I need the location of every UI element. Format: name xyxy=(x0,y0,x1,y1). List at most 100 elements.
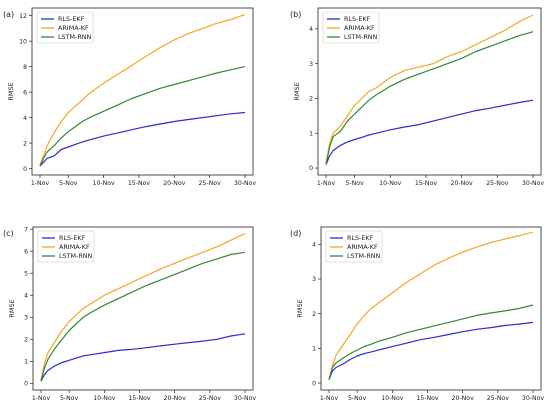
x-tick-label: 15-Nov xyxy=(128,395,151,402)
x-tick-label: 5-Nov xyxy=(348,395,367,402)
series-line-arima-kf xyxy=(328,231,534,380)
y-tick-label: 6 xyxy=(23,89,27,96)
y-tick-label: 3 xyxy=(309,61,313,68)
y-axis-label: RMSE xyxy=(8,299,16,317)
plot-frame xyxy=(320,226,542,391)
x-tick-label: 15-Nov xyxy=(415,180,438,187)
x-tick-label: 20-Nov xyxy=(452,395,475,402)
x-tick-label: 1-Nov xyxy=(32,395,51,402)
legend-box xyxy=(325,230,383,263)
legend-label: RLS-EKF xyxy=(58,15,85,23)
y-tick-label: 2 xyxy=(24,337,28,344)
series-line-rls-ekf xyxy=(40,333,246,382)
x-tick-label: 30-Nov xyxy=(234,395,257,402)
x-tick-label: 1-Nov xyxy=(317,180,336,187)
panel-letter: (b) xyxy=(290,10,301,19)
x-tick-label: 5-Nov xyxy=(345,180,364,187)
y-tick-label: 3 xyxy=(24,315,28,322)
x-tick-label: 1-Nov xyxy=(31,180,50,187)
legend-label: RLS-EKF xyxy=(59,234,86,242)
y-tick-label: 0 xyxy=(24,381,28,388)
x-tick-label: 25-Nov xyxy=(199,395,222,402)
series-line-rls-ekf xyxy=(328,321,534,380)
y-axis-label: RMSE xyxy=(293,82,301,100)
x-tick-label: 1-Nov xyxy=(320,395,339,402)
x-tick-label: 20-Nov xyxy=(164,395,187,402)
y-tick-label: 0 xyxy=(23,166,27,173)
y-tick-label: 0 xyxy=(309,165,313,172)
legend-box xyxy=(37,230,95,263)
x-tick-label: 15-Nov xyxy=(128,180,151,187)
x-tick-label: 30-Nov xyxy=(522,180,545,187)
x-tick-label: 30-Nov xyxy=(522,395,545,402)
legend-label: ARIMA-KF xyxy=(59,243,90,251)
y-tick-label: 4 xyxy=(312,242,316,249)
legend-label: ARIMA-KF xyxy=(344,24,375,32)
series-line-rls-ekf xyxy=(39,111,246,167)
y-tick-label: 1 xyxy=(24,359,28,366)
legend-label: ARIMA-KF xyxy=(347,243,378,251)
chart-panel: (a) 0 2 4 6 8 10 12 1-Nov 5-Nov 10-Nov 15-Nov 20-Nov… xyxy=(3,7,257,187)
series-line-arima-kf xyxy=(39,13,246,166)
y-axis-label: RMSE xyxy=(7,82,15,100)
panel-letter: (c) xyxy=(3,229,14,238)
y-axis-label: RMSE xyxy=(296,299,304,317)
x-tick-label: 25-Nov xyxy=(199,180,222,187)
series-line-rls-ekf xyxy=(325,99,534,165)
y-tick-label: 4 xyxy=(309,26,313,33)
x-tick-label: 20-Nov xyxy=(163,180,186,187)
x-tick-label: 10-Nov xyxy=(93,180,116,187)
x-tick-label: 15-Nov xyxy=(416,395,439,402)
plot-frame xyxy=(31,7,254,176)
y-tick-label: 1 xyxy=(309,130,313,137)
plot-frame xyxy=(32,226,254,391)
x-tick-label: 25-Nov xyxy=(486,180,509,187)
y-tick-label: 4 xyxy=(24,292,28,299)
y-tick-label: 3 xyxy=(312,276,316,283)
y-tick-label: 2 xyxy=(23,140,27,147)
legend-label: RLS-EKF xyxy=(344,15,371,23)
x-tick-label: 20-Nov xyxy=(451,180,474,187)
series-line-lstm-rnn xyxy=(325,31,534,165)
legend-box xyxy=(36,11,94,44)
y-tick-label: 0 xyxy=(312,380,316,387)
series-line-lstm-rnn xyxy=(39,66,246,167)
x-tick-label: 10-Nov xyxy=(379,180,402,187)
x-tick-label: 5-Nov xyxy=(60,395,79,402)
x-tick-label: 25-Nov xyxy=(487,395,510,402)
y-tick-label: 5 xyxy=(24,270,28,277)
y-tick-label: 8 xyxy=(23,64,27,71)
legend-box xyxy=(322,11,380,44)
x-tick-label: 5-Nov xyxy=(59,180,78,187)
x-tick-label: 10-Nov xyxy=(93,395,116,402)
series-line-lstm-rnn xyxy=(40,251,246,382)
x-tick-label: 10-Nov xyxy=(381,395,404,402)
series-line-lstm-rnn xyxy=(328,304,534,380)
y-tick-label: 2 xyxy=(309,96,313,103)
y-tick-label: 12 xyxy=(19,13,27,20)
legend-label: RLS-EKF xyxy=(347,234,374,242)
x-tick-label: 30-Nov xyxy=(234,180,257,187)
y-tick-label: 2 xyxy=(312,311,316,318)
chart-panel: (d) 0 1 2 3 4 1-Nov 5-Nov 10-Nov 15-Nov 20-Nov 25-N… xyxy=(290,226,545,402)
y-tick-label: 4 xyxy=(23,115,27,122)
panel-letter: (a) xyxy=(3,10,14,19)
legend-label: LSTM-RNN xyxy=(59,252,93,260)
series-line-arima-kf xyxy=(40,233,246,381)
y-tick-label: 10 xyxy=(19,38,27,45)
legend-label: LSTM-RNN xyxy=(344,33,378,41)
panel-letter: (d) xyxy=(290,229,301,238)
series-line-arima-kf xyxy=(325,14,534,163)
chart-panel: (c) 0 1 2 3 4 5 6 7 1-Nov 5-Nov 10-Nov 15-Nov 20-Nov 2… xyxy=(3,226,256,402)
y-tick-label: 6 xyxy=(24,248,28,255)
plot-frame xyxy=(317,7,542,176)
legend-label: LSTM-RNN xyxy=(58,33,92,41)
legend-label: LSTM-RNN xyxy=(347,252,381,260)
y-tick-label: 7 xyxy=(24,226,28,233)
